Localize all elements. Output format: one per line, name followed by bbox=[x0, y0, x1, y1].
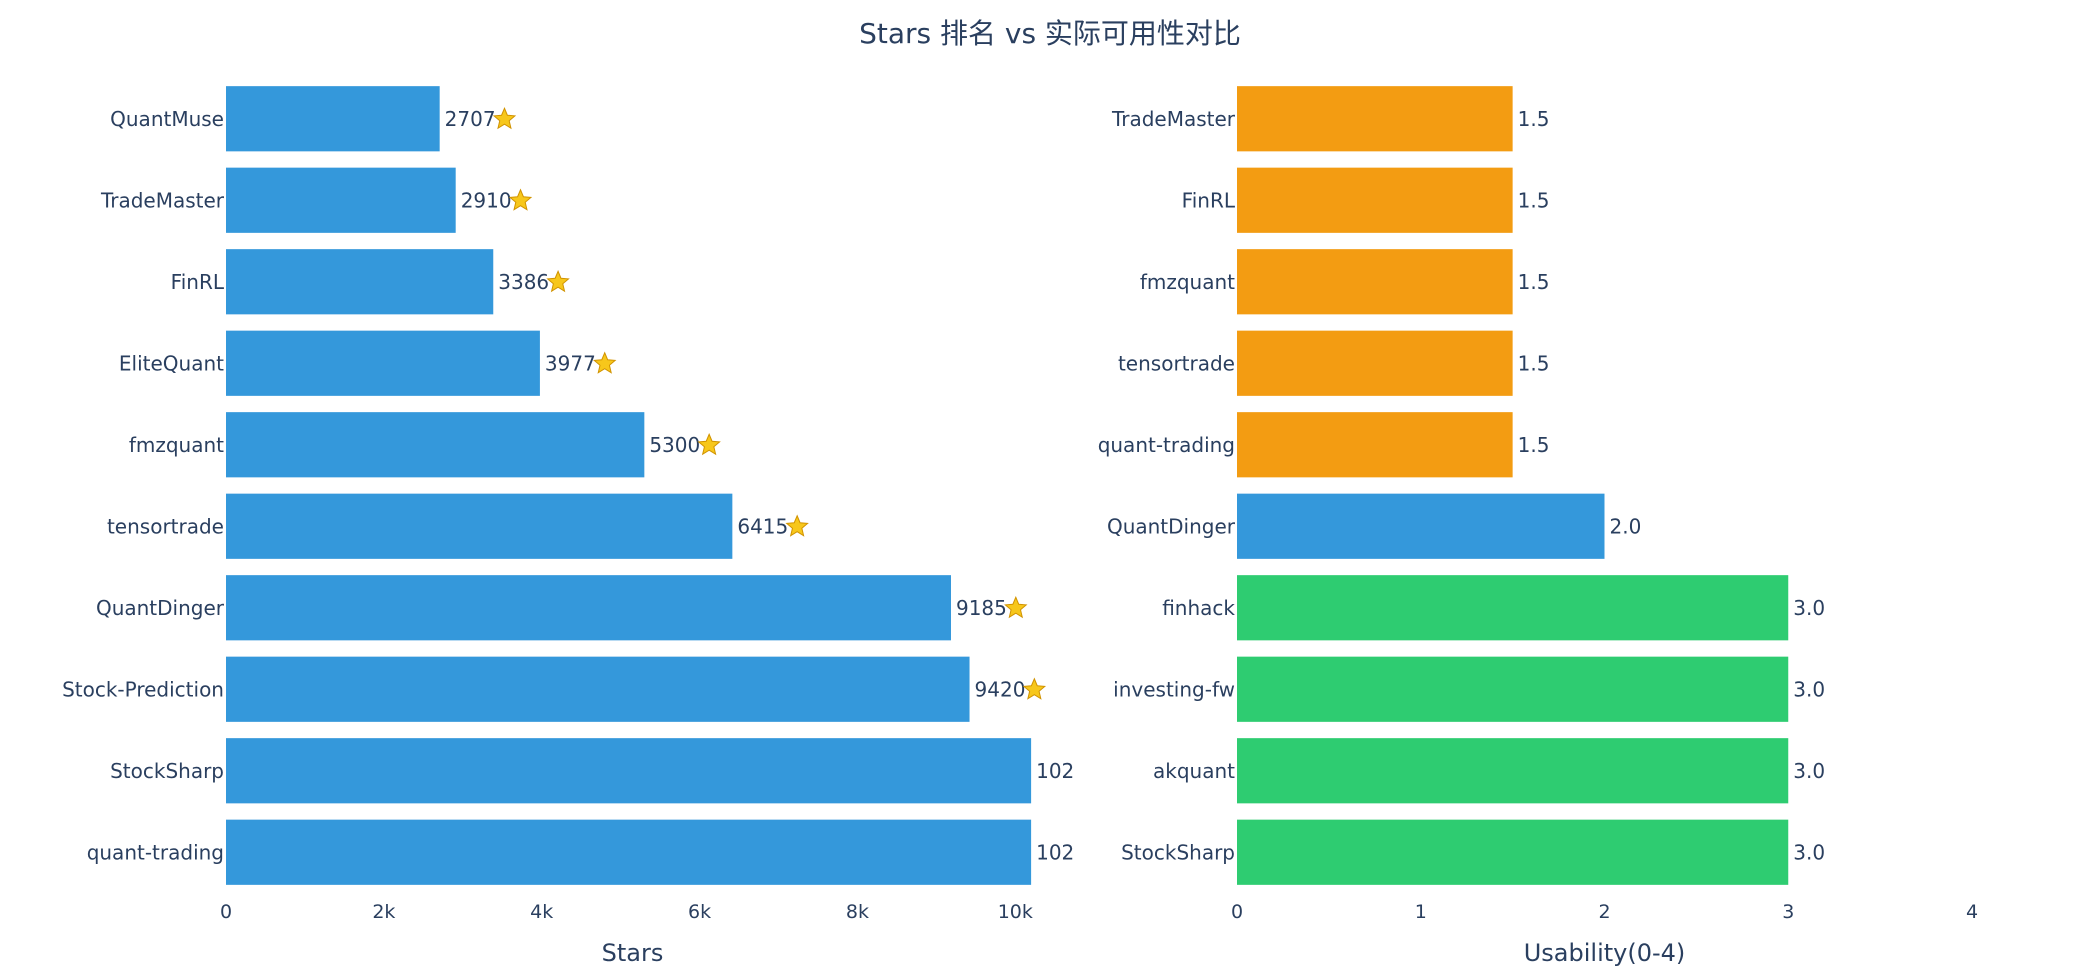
bar-QuantDinger[interactable] bbox=[1237, 493, 1605, 559]
category-label: TradeMaster bbox=[100, 188, 225, 212]
data-label: 3.0 bbox=[1793, 759, 1825, 783]
x-tick-label: 0 bbox=[220, 901, 232, 923]
bar-QuantDinger[interactable] bbox=[226, 575, 951, 641]
data-label: 5300 bbox=[649, 433, 700, 457]
x-tick-label: 0 bbox=[1231, 901, 1243, 923]
data-label: 102 bbox=[1036, 840, 1074, 864]
data-label: 3.0 bbox=[1793, 840, 1825, 864]
category-label: Stock-Prediction bbox=[62, 677, 224, 701]
bar-quant-trading[interactable] bbox=[226, 819, 1032, 885]
x-tick-label: 10k bbox=[998, 901, 1033, 923]
category-label: StockSharp bbox=[110, 759, 224, 783]
x-tick-label: 8k bbox=[846, 901, 869, 923]
bar-EliteQuant[interactable] bbox=[226, 330, 540, 396]
star-icon bbox=[593, 351, 617, 374]
x-tick-label: 1 bbox=[1415, 901, 1427, 923]
category-label: finhack bbox=[1162, 596, 1235, 620]
x-tick-label: 4 bbox=[1966, 901, 1978, 923]
data-label: 2.0 bbox=[1610, 514, 1642, 538]
category-label: TradeMaster bbox=[1111, 107, 1236, 131]
bar-akquant[interactable] bbox=[1237, 738, 1789, 804]
bar-tensortrade[interactable] bbox=[1237, 330, 1513, 396]
category-label: FinRL bbox=[1182, 188, 1236, 212]
bar-fmzquant[interactable] bbox=[226, 412, 645, 478]
star-icon bbox=[697, 432, 721, 456]
category-label: EliteQuant bbox=[119, 351, 224, 375]
data-label: 3386 bbox=[498, 270, 549, 294]
star-icon bbox=[492, 106, 517, 130]
data-label: 1.5 bbox=[1518, 188, 1550, 212]
x-axis-title: Stars bbox=[602, 939, 664, 967]
category-label: quant-trading bbox=[87, 840, 224, 864]
x-tick-label: 3 bbox=[1782, 901, 1794, 923]
data-label: 9420 bbox=[975, 677, 1026, 701]
category-label: quant-trading bbox=[1098, 433, 1235, 457]
data-label: 102 bbox=[1036, 759, 1074, 783]
category-label: QuantDinger bbox=[96, 596, 225, 620]
category-label: tensortrade bbox=[107, 514, 224, 538]
data-label: 2707 bbox=[445, 107, 496, 131]
category-label: fmzquant bbox=[129, 433, 224, 457]
data-label: 3977 bbox=[545, 351, 596, 375]
bar-fmzquant[interactable] bbox=[1237, 249, 1513, 315]
star-icon bbox=[785, 514, 809, 537]
star-icon bbox=[546, 269, 570, 293]
subplot-1: quant-trading 102 StockSharp 102 Stock-Predi… bbox=[62, 86, 1074, 967]
data-label: 3.0 bbox=[1793, 596, 1825, 620]
data-label: 1.5 bbox=[1518, 270, 1550, 294]
category-label: FinRL bbox=[171, 270, 225, 294]
bar-StockSharp[interactable] bbox=[1237, 819, 1789, 885]
star-icon bbox=[1022, 677, 1047, 700]
data-label: 1.5 bbox=[1518, 433, 1550, 457]
bar-quant-trading[interactable] bbox=[1237, 412, 1513, 478]
data-label: 1.5 bbox=[1518, 351, 1550, 375]
category-label: fmzquant bbox=[1140, 270, 1235, 294]
x-tick-label: 4k bbox=[530, 901, 553, 923]
bar-FinRL[interactable] bbox=[226, 249, 494, 315]
bar-StockSharp[interactable] bbox=[226, 738, 1032, 804]
category-label: QuantMuse bbox=[110, 107, 224, 131]
bar-FinRL[interactable] bbox=[1237, 167, 1513, 233]
subplot-2: StockSharp 3.0 akquant 3.0 investing-fw 3.0 fi… bbox=[1098, 86, 1978, 967]
data-label: 2910 bbox=[461, 188, 512, 212]
category-label: QuantDinger bbox=[1107, 514, 1236, 538]
star-icon bbox=[1004, 595, 1028, 619]
x-tick-label: 2k bbox=[372, 901, 395, 923]
bar-TradeMaster[interactable] bbox=[1237, 86, 1513, 152]
category-label: investing-fw bbox=[1113, 677, 1235, 701]
bar-QuantMuse[interactable] bbox=[226, 86, 440, 152]
bar-investing-fw[interactable] bbox=[1237, 656, 1789, 722]
x-tick-label: 2 bbox=[1598, 901, 1610, 923]
data-label: 1.5 bbox=[1518, 107, 1550, 131]
data-label: 3.0 bbox=[1793, 677, 1825, 701]
data-label: 6415 bbox=[737, 514, 788, 538]
bar-Stock-Prediction[interactable] bbox=[226, 656, 970, 722]
category-label: StockSharp bbox=[1121, 840, 1235, 864]
data-label: 9185 bbox=[956, 596, 1007, 620]
x-axis-title: Usability(0-4) bbox=[1524, 939, 1686, 967]
bar-finhack[interactable] bbox=[1237, 575, 1789, 641]
category-label: tensortrade bbox=[1118, 351, 1235, 375]
bar-TradeMaster[interactable] bbox=[226, 167, 456, 233]
x-tick-label: 6k bbox=[688, 901, 711, 923]
star-icon bbox=[508, 188, 533, 211]
category-label: akquant bbox=[1153, 759, 1235, 783]
chart-title: Stars 排名 vs 实际可用性对比 bbox=[859, 17, 1241, 50]
bar-tensortrade[interactable] bbox=[226, 493, 733, 559]
